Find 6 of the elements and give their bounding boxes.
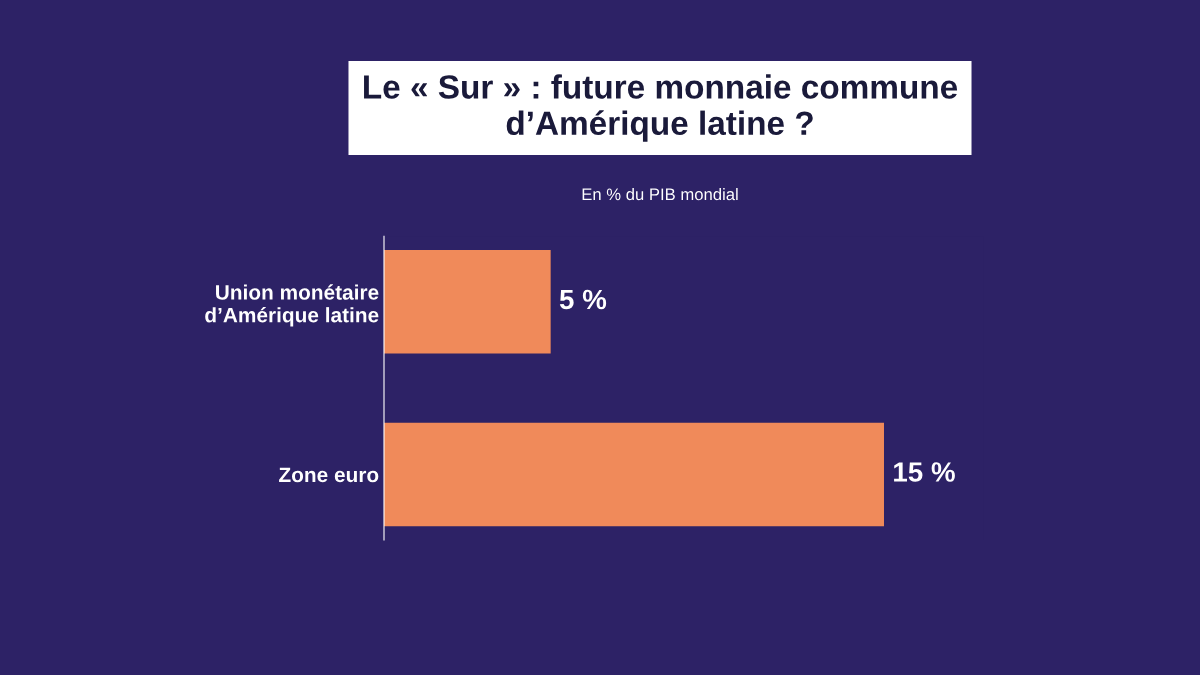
y-tick-label: Zone euro (279, 467, 379, 483)
y-tick-label: Union monétaire d’Amérique latine (205, 284, 379, 327)
data-label: 15 % (894, 462, 955, 482)
chart-title: Le « Sur » : future monnaie commune d’Amérique latine ? (364, 74, 958, 142)
chart-subtitle: En % du PIB mondial (582, 187, 738, 201)
data-label: 5 % (559, 289, 607, 310)
